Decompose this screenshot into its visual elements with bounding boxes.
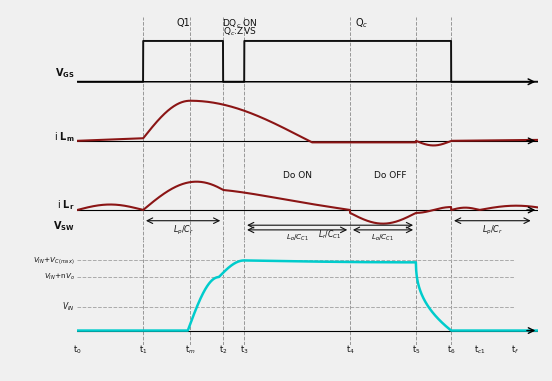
Text: t$_3$: t$_3$: [240, 344, 248, 356]
Text: DQ$_c$ ON: DQ$_c$ ON: [222, 18, 257, 30]
Text: t$_{c1}$: t$_{c1}$: [474, 344, 485, 356]
Text: t$_2$: t$_2$: [219, 344, 227, 356]
Text: $\mathbf{V_{GS}}$: $\mathbf{V_{GS}}$: [55, 66, 75, 80]
Text: $V_{IN}$+$V_{C(max)}$: $V_{IN}$+$V_{C(max)}$: [34, 255, 75, 266]
Text: $V_{IN}$: $V_{IN}$: [62, 301, 75, 313]
Text: $\mathbf{V_{SW}}$: $\mathbf{V_{SW}}$: [53, 220, 75, 234]
Text: Q1: Q1: [176, 18, 190, 28]
Text: $L_p/C_r$: $L_p/C_r$: [482, 224, 503, 237]
Text: t$_m$: t$_m$: [185, 344, 195, 356]
Text: t$_4$: t$_4$: [346, 344, 354, 356]
Text: $L_r/C_{C1}$: $L_r/C_{C1}$: [319, 228, 342, 241]
Text: i $\mathbf{L_r}$: i $\mathbf{L_r}$: [57, 198, 75, 212]
Text: t$_f$: t$_f$: [511, 344, 519, 356]
Text: t$_6$: t$_6$: [447, 344, 455, 356]
Text: Q$_c$:ZVS: Q$_c$:ZVS: [223, 26, 256, 38]
Text: t$_5$: t$_5$: [412, 344, 420, 356]
Text: Do ON: Do ON: [283, 171, 312, 180]
Text: $L_p/C_{C1}$: $L_p/C_{C1}$: [285, 233, 309, 244]
Text: $V_{IN}$+n$V_o$: $V_{IN}$+n$V_o$: [44, 272, 75, 282]
Text: Do OFF: Do OFF: [374, 171, 406, 180]
Text: t$_1$: t$_1$: [139, 344, 147, 356]
Text: $L_p/C_r$: $L_p/C_r$: [173, 224, 194, 237]
Text: $L_p/C_{C1}$: $L_p/C_{C1}$: [371, 233, 395, 244]
Text: t$_0$: t$_0$: [73, 344, 82, 356]
Text: i $\mathbf{L_m}$: i $\mathbf{L_m}$: [54, 130, 75, 144]
Text: Q$_c$: Q$_c$: [355, 16, 369, 30]
